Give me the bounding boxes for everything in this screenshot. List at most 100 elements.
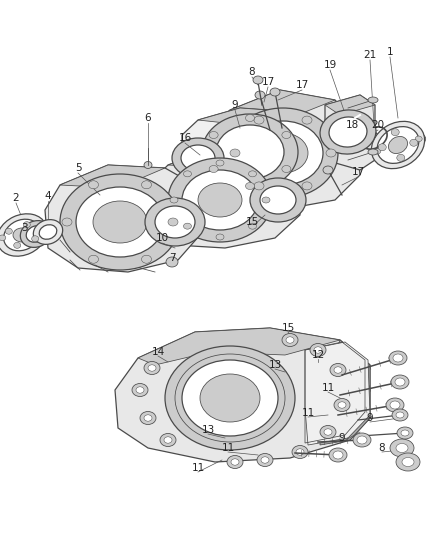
Ellipse shape [310,343,326,357]
Ellipse shape [88,255,99,263]
Ellipse shape [23,222,30,228]
Ellipse shape [93,201,147,243]
Ellipse shape [393,354,403,362]
Ellipse shape [155,206,195,238]
Ellipse shape [326,149,336,157]
Ellipse shape [258,133,308,173]
Ellipse shape [248,171,257,177]
Ellipse shape [230,149,240,157]
Ellipse shape [282,334,298,346]
Ellipse shape [324,429,332,435]
Text: 3: 3 [21,223,27,233]
Ellipse shape [390,401,400,409]
Ellipse shape [168,218,178,226]
Ellipse shape [396,453,420,471]
Ellipse shape [0,214,47,256]
Ellipse shape [243,121,323,185]
Ellipse shape [39,225,57,239]
Text: 17: 17 [351,167,364,177]
Text: 8: 8 [249,67,255,77]
Polygon shape [182,108,310,192]
Polygon shape [210,90,360,210]
Polygon shape [320,340,370,445]
Ellipse shape [184,171,191,177]
Ellipse shape [374,148,381,154]
Text: 11: 11 [191,463,205,473]
Ellipse shape [282,166,291,173]
Ellipse shape [286,337,294,343]
Ellipse shape [370,146,384,157]
Ellipse shape [302,182,312,190]
Text: 18: 18 [346,120,359,130]
Ellipse shape [145,198,205,246]
Ellipse shape [391,128,399,136]
Ellipse shape [38,229,45,235]
Ellipse shape [198,183,242,217]
Ellipse shape [334,399,350,411]
Ellipse shape [292,446,308,458]
Ellipse shape [212,151,248,179]
Text: 16: 16 [178,133,192,143]
Ellipse shape [166,257,178,267]
Polygon shape [45,165,200,272]
Polygon shape [145,148,300,248]
Ellipse shape [389,136,407,154]
Ellipse shape [391,375,409,389]
Text: 8: 8 [379,443,385,453]
Text: 13: 13 [201,425,215,435]
Ellipse shape [172,138,224,178]
Ellipse shape [182,360,278,436]
Ellipse shape [250,178,306,222]
Ellipse shape [200,374,260,422]
Text: 9: 9 [232,100,238,110]
Ellipse shape [401,430,409,436]
Ellipse shape [227,456,243,469]
Ellipse shape [377,127,419,164]
Ellipse shape [209,166,218,173]
Ellipse shape [262,197,270,203]
Ellipse shape [32,236,39,242]
Ellipse shape [20,221,52,247]
Ellipse shape [390,439,414,457]
Text: 11: 11 [321,383,335,393]
Ellipse shape [202,143,258,187]
Ellipse shape [132,384,148,397]
Ellipse shape [330,364,346,376]
Ellipse shape [353,134,374,152]
Text: 15: 15 [281,323,295,333]
Ellipse shape [228,108,338,198]
Ellipse shape [13,228,31,242]
Ellipse shape [165,346,295,450]
Ellipse shape [184,223,191,229]
Text: 20: 20 [371,120,385,130]
Text: 9: 9 [367,413,373,423]
Ellipse shape [26,226,46,243]
Text: 5: 5 [75,163,81,173]
Ellipse shape [333,451,343,459]
Polygon shape [325,95,375,115]
Ellipse shape [35,227,49,238]
Ellipse shape [254,182,264,190]
Text: 19: 19 [323,60,337,70]
Ellipse shape [182,170,258,230]
Ellipse shape [248,223,257,229]
Ellipse shape [231,459,239,465]
Ellipse shape [397,154,405,161]
Ellipse shape [338,402,346,408]
Ellipse shape [202,114,298,190]
Ellipse shape [397,427,413,439]
Ellipse shape [371,122,424,168]
Ellipse shape [33,220,63,245]
Text: 11: 11 [221,443,235,453]
Ellipse shape [260,186,296,214]
Ellipse shape [144,361,160,375]
Ellipse shape [209,132,218,139]
Ellipse shape [396,443,408,453]
Ellipse shape [181,145,215,171]
Ellipse shape [246,115,254,122]
Ellipse shape [4,219,40,251]
Ellipse shape [320,425,336,439]
Ellipse shape [62,218,72,226]
Ellipse shape [282,132,291,139]
Ellipse shape [368,97,378,103]
